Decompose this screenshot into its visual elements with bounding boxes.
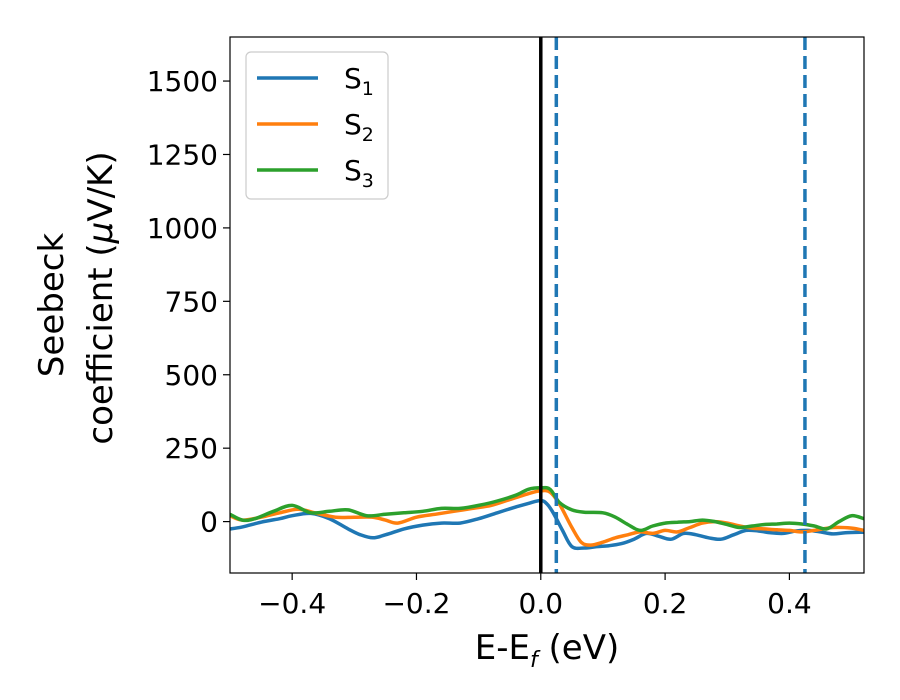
y-tick-label: 1250: [147, 138, 218, 171]
y-tick-label: 1500: [147, 65, 218, 98]
series-line-3: [230, 485, 864, 533]
x-tick-label: 0.0: [519, 587, 564, 620]
y-axis-ticks: 0 250 500 750 1000 1250 1500: [147, 65, 230, 539]
series-line-2: [230, 488, 864, 547]
y-tick-label: 500: [165, 359, 218, 392]
legend-label-3: S3: [344, 154, 374, 192]
x-tick-label: 0.4: [767, 587, 812, 620]
y-tick-label: 250: [165, 432, 218, 465]
x-tick-label: −0.4: [258, 587, 326, 620]
y-tick-label: 1000: [147, 212, 218, 245]
x-tick-label: −0.2: [382, 587, 450, 620]
y-axis-title-line2: coefficient (μV/K): [81, 151, 121, 444]
y-tick-label: 750: [165, 285, 218, 318]
y-axis-title-line1: Seebeck: [32, 233, 72, 378]
y-tick-label: 0: [200, 506, 218, 539]
vline-layer: [539, 37, 807, 573]
legend-label-1: S1: [344, 62, 374, 100]
legend: S1 S2 S3: [245, 51, 389, 200]
series-layer: [230, 485, 864, 551]
plot-frame: [229, 36, 865, 574]
x-axis-ticks: −0.4 −0.2 0.0 0.2 0.4: [258, 573, 812, 620]
x-tick-label: 0.2: [643, 587, 688, 620]
series-line-1: [230, 498, 864, 551]
x-axis-title: E-Ef (eV): [475, 628, 620, 673]
legend-label-2: S2: [344, 108, 374, 146]
